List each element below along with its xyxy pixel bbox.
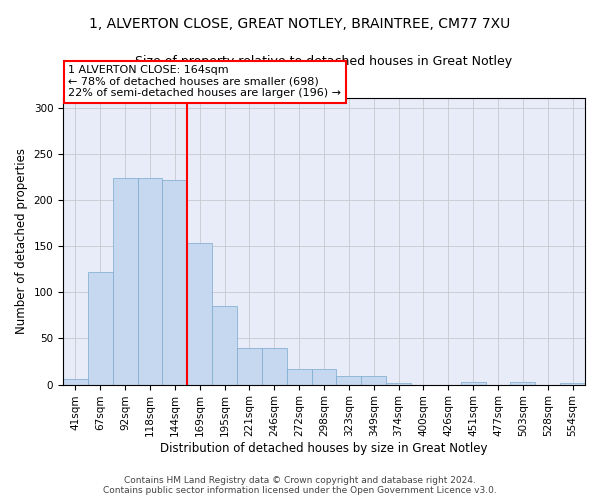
Bar: [237, 348, 262, 385]
Bar: [163, 180, 187, 384]
Bar: [386, 383, 411, 384]
Bar: [137, 178, 163, 384]
X-axis label: Distribution of detached houses by size in Great Notley: Distribution of detached houses by size …: [160, 442, 488, 455]
Y-axis label: Number of detached properties: Number of detached properties: [15, 148, 28, 334]
Bar: [88, 272, 113, 384]
Bar: [262, 348, 287, 385]
Bar: [461, 382, 485, 384]
Bar: [361, 376, 386, 384]
Bar: [113, 178, 137, 384]
Bar: [287, 369, 311, 384]
Bar: [187, 244, 212, 384]
Bar: [63, 379, 88, 384]
Bar: [511, 382, 535, 384]
Bar: [212, 306, 237, 384]
Text: Contains HM Land Registry data © Crown copyright and database right 2024.
Contai: Contains HM Land Registry data © Crown c…: [103, 476, 497, 495]
Bar: [560, 383, 585, 384]
Bar: [311, 369, 337, 384]
Text: 1 ALVERTON CLOSE: 164sqm
← 78% of detached houses are smaller (698)
22% of semi-: 1 ALVERTON CLOSE: 164sqm ← 78% of detach…: [68, 65, 341, 98]
Text: 1, ALVERTON CLOSE, GREAT NOTLEY, BRAINTREE, CM77 7XU: 1, ALVERTON CLOSE, GREAT NOTLEY, BRAINTR…: [89, 18, 511, 32]
Bar: [337, 376, 361, 384]
Title: Size of property relative to detached houses in Great Notley: Size of property relative to detached ho…: [136, 55, 512, 68]
